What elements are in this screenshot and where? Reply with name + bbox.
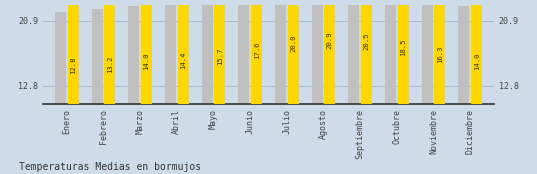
Bar <box>68 1 79 104</box>
Text: 16.3: 16.3 <box>437 46 443 63</box>
Bar <box>251 0 262 104</box>
Bar <box>434 0 446 104</box>
Text: 14.0: 14.0 <box>143 53 150 70</box>
Bar <box>55 12 66 104</box>
Bar <box>471 0 482 104</box>
Text: Temperaturas Medias en bormujos: Temperaturas Medias en bormujos <box>19 162 201 172</box>
Bar <box>361 0 372 104</box>
Text: 20.9: 20.9 <box>327 32 333 49</box>
Text: 20.5: 20.5 <box>364 33 369 50</box>
Text: 14.4: 14.4 <box>180 52 186 69</box>
Bar <box>104 0 115 104</box>
Bar <box>214 0 226 104</box>
Text: 12.8: 12.8 <box>70 56 76 74</box>
Text: 15.7: 15.7 <box>217 48 223 65</box>
Bar <box>398 0 409 104</box>
Text: 17.6: 17.6 <box>253 42 259 59</box>
Bar <box>385 0 396 104</box>
Bar <box>324 0 336 104</box>
Text: 13.2: 13.2 <box>107 55 113 73</box>
Bar <box>128 6 139 104</box>
Bar <box>141 0 152 104</box>
Bar <box>311 0 323 104</box>
Text: 20.0: 20.0 <box>291 34 296 52</box>
Bar <box>165 5 176 104</box>
Bar <box>458 6 469 104</box>
Text: 14.0: 14.0 <box>474 53 480 70</box>
Bar <box>275 0 286 104</box>
Bar <box>349 0 359 104</box>
Bar <box>238 0 249 104</box>
Text: 18.5: 18.5 <box>400 39 407 57</box>
Bar <box>91 9 103 104</box>
Bar <box>422 4 433 104</box>
Bar <box>201 3 213 104</box>
Bar <box>288 0 299 104</box>
Bar <box>178 0 188 104</box>
